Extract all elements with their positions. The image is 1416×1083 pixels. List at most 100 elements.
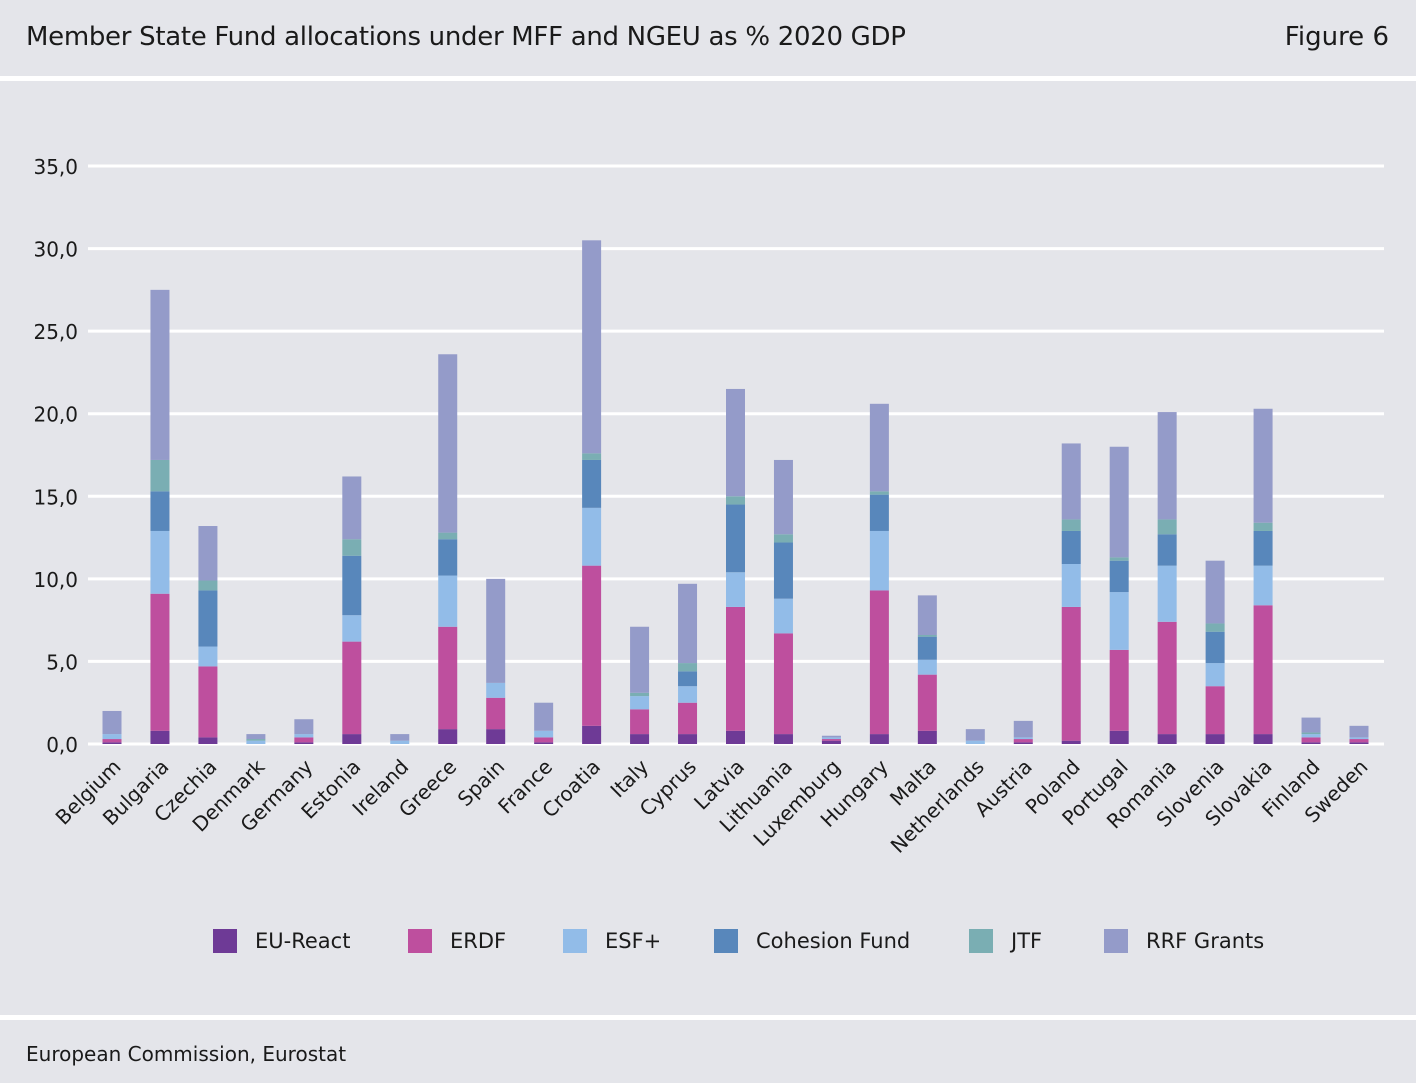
bar-segment-rrf-grants (917, 595, 937, 636)
bar-segment-jtf (582, 453, 602, 460)
bar-segment-esf (150, 530, 170, 594)
bar-segment-esf (582, 507, 602, 566)
bar-segment-eu-react (1109, 730, 1129, 744)
bar-stack-sweden (1349, 725, 1369, 744)
bar-stack-estonia (342, 476, 362, 744)
bar-segment-eu-react (1301, 742, 1321, 744)
bar-segment-jtf (1157, 519, 1177, 535)
bar-segment-eu-react (869, 734, 889, 744)
bar-segment-eu-react (773, 734, 793, 744)
bar-stack-poland (1061, 443, 1081, 744)
bar-segment-eu-react (821, 740, 841, 744)
bar-segment-erdf (342, 641, 362, 735)
bar-segment-cohesion-fund (198, 590, 218, 647)
y-tick-label: 30,0 (33, 238, 78, 262)
bar-segment-rrf-grants (534, 702, 554, 731)
bar-segment-jtf (726, 496, 745, 505)
bar-segment-eu-react (150, 730, 170, 744)
legend-label: RRF Grants (1146, 929, 1264, 953)
bar-segment-cohesion-fund (150, 491, 170, 531)
bar-segment-esf (821, 737, 841, 740)
header-divider (0, 76, 1416, 81)
bar-segment-rrf-grants (869, 403, 889, 492)
bar-segment-erdf (1109, 649, 1129, 731)
bar-segment-cohesion-fund (1205, 631, 1225, 664)
bar-segment-eu-react (486, 729, 506, 744)
bar-segment-esf (773, 598, 793, 634)
bar-stack-austria (1013, 720, 1033, 744)
bar-segment-rrf-grants (1349, 725, 1369, 738)
bar-segment-cohesion-fund (869, 494, 889, 531)
bar-segment-eu-react (582, 725, 602, 744)
bar-segment-rrf-grants (390, 734, 410, 741)
bar-segment-eu-react (917, 730, 937, 744)
bar-segment-eu-react (1013, 742, 1033, 744)
bar-stack-malta (917, 595, 937, 744)
bar-segment-rrf-grants (582, 240, 602, 454)
bar-stack-greece (438, 354, 458, 744)
bar-segment-erdf (294, 737, 314, 743)
bar-segment-eu-react (438, 729, 458, 744)
bar-stack-croatia (582, 240, 602, 744)
bar-segment-erdf (821, 739, 841, 741)
bar-segment-esf (726, 572, 745, 607)
bar-segment-erdf (773, 633, 793, 735)
bar-segment-rrf-grants (630, 626, 650, 693)
bar-stack-portugal (1109, 446, 1129, 744)
bar-segment-esf (102, 734, 122, 740)
bar-segment-jtf (1301, 732, 1321, 735)
bar-segment-erdf (678, 702, 698, 735)
legend-label: EU-React (255, 929, 350, 953)
bar-segment-esf (917, 659, 937, 675)
stacked-bar-chart: 0,0 5,0 10,0 15,0 20,0 25,0 30,0 35,0 BelgiumBu… (33, 155, 1384, 953)
legend-swatch (563, 929, 587, 953)
bar-stack-ireland (390, 734, 410, 744)
bar-stack-italy (630, 626, 650, 744)
bar-segment-esf (678, 686, 698, 703)
bar-segment-cohesion-fund (582, 459, 602, 508)
bar-segment-rrf-grants (342, 476, 362, 540)
footer-divider (0, 1015, 1416, 1020)
bar-segment-cohesion-fund (1253, 530, 1273, 566)
bar-segment-esf (1061, 563, 1081, 607)
bar-segment-eu-react (342, 734, 362, 744)
bar-segment-jtf (678, 663, 698, 672)
legend-swatch (408, 929, 432, 953)
legend-swatch (213, 929, 237, 953)
bar-stack-netherlands (965, 729, 985, 744)
y-tick-label: 0,0 (46, 733, 78, 757)
bar-segment-rrf-grants (486, 578, 506, 683)
source-note: European Commission, Eurostat (26, 1042, 347, 1066)
bar-segment-erdf (1349, 739, 1369, 743)
legend-item-eu-react: EU-React (213, 929, 350, 953)
bar-stack-finland (1301, 717, 1321, 744)
bar-stack-belgium (102, 710, 122, 744)
bar-segment-erdf (582, 565, 602, 726)
bar-segment-rrf-grants (678, 583, 698, 664)
bar-segment-erdf (1301, 737, 1321, 743)
bar-segment-esf (630, 696, 650, 710)
bar-stack-luxemburg (821, 735, 841, 744)
bar-segment-rrf-grants (150, 289, 170, 460)
bar-segment-erdf (1253, 605, 1273, 735)
chart-title: Member State Fund allocations under MFF … (26, 22, 906, 52)
bar-segment-erdf (869, 590, 889, 735)
bar-segment-eu-react (1157, 734, 1177, 744)
bar-segment-cohesion-fund (342, 555, 362, 616)
bar-segment-erdf (534, 737, 554, 743)
bar-segment-cohesion-fund (773, 542, 793, 599)
bar-segment-erdf (630, 709, 650, 735)
bar-stack-slovenia (1205, 560, 1225, 744)
bar-segment-cohesion-fund (726, 504, 745, 573)
bar-segment-erdf (1013, 739, 1033, 743)
bar-segment-erdf (726, 606, 745, 731)
bar-segment-eu-react (726, 730, 745, 744)
bar-segment-esf (486, 682, 506, 698)
bar-segment-erdf (150, 593, 170, 731)
bar-segment-rrf-grants (1061, 443, 1081, 520)
bar-segment-rrf-grants (438, 354, 458, 533)
bar-segment-cohesion-fund (1109, 560, 1129, 593)
bar-stack-spain (486, 578, 506, 744)
bar-segment-eu-react (1061, 740, 1081, 744)
y-tick-label: 35,0 (33, 155, 78, 179)
